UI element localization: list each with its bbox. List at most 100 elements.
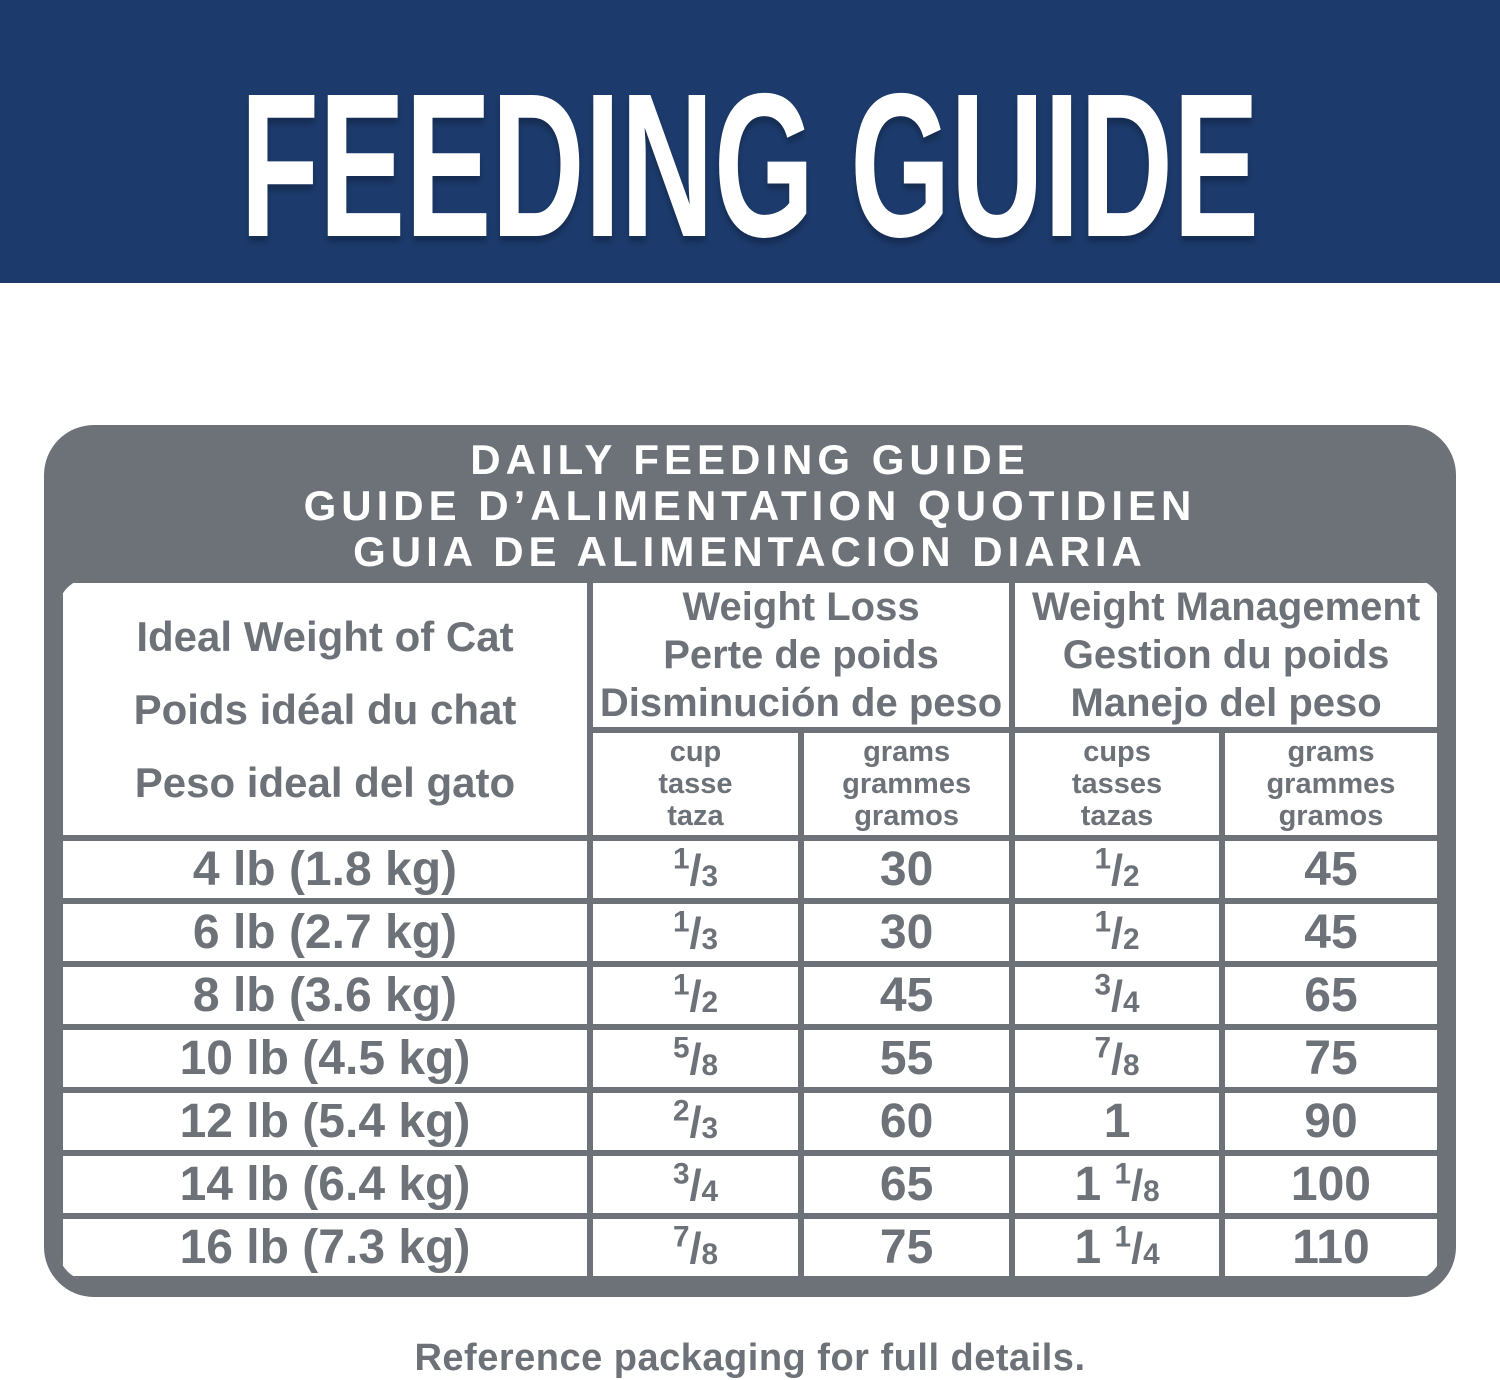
header-weight-loss-en: Weight Loss xyxy=(682,585,920,629)
subheader-loss-grams-fr: grammes xyxy=(842,768,972,800)
fraction-numerator: 3 xyxy=(1094,968,1112,1002)
cell-weight-loss-grams: 75 xyxy=(798,1213,1016,1282)
fraction-slash: / xyxy=(689,1036,702,1084)
subheader-loss-grams-es: gramos xyxy=(854,800,959,832)
cell-ideal-weight: 12 lb (5.4 kg) xyxy=(57,1087,593,1156)
cell-weight-loss-cup: 1/3 xyxy=(586,898,805,967)
cell-ideal-weight: 10 lb (4.5 kg) xyxy=(57,1024,593,1093)
fraction-numerator: 1 xyxy=(1094,905,1112,939)
cell-weight-management-grams: 65 xyxy=(1218,961,1443,1030)
cell-weight-management-grams: 110 xyxy=(1218,1213,1443,1282)
cell-weight-management-cups: 1 1/8 xyxy=(1009,1150,1225,1219)
fraction-denominator: 4 xyxy=(1143,1238,1160,1272)
fraction-denominator: 3 xyxy=(701,1112,719,1146)
cell-ideal-weight: 14 lb (6.4 kg) xyxy=(57,1150,593,1219)
header-ideal-weight-en: Ideal Weight of Cat xyxy=(136,612,514,660)
table-row: 8 lb (3.6 kg) 1/2 45 3/4 65 xyxy=(57,961,1443,1030)
header-weight-management-fr: Gestion du poids xyxy=(1062,633,1390,677)
subheader-mgmt-cups-es: tazas xyxy=(1080,800,1154,832)
cell-weight-loss-grams: 30 xyxy=(798,835,1016,904)
cell-weight-loss-cup: 3/4 xyxy=(586,1150,805,1219)
table-row: 4 lb (1.8 kg) 1/3 30 1/2 45 xyxy=(57,835,1443,904)
cell-weight-loss-grams: 30 xyxy=(798,898,1016,967)
header-sub-row: cup tasse taza grams grammes gramos cups… xyxy=(60,727,1443,841)
table-row: 6 lb (2.7 kg) 1/3 30 1/2 45 xyxy=(57,898,1443,967)
footer-note: Reference packaging for full details. xyxy=(414,1337,1086,1379)
fraction-whole: 1 xyxy=(1074,1221,1102,1274)
header-weight-management: Weight Management Gestion du poids Manej… xyxy=(1009,577,1443,733)
subheader-loss-cup-fr: tasse xyxy=(658,768,733,800)
fraction-slash: / xyxy=(689,1225,702,1273)
fraction-slash: / xyxy=(1131,1225,1144,1273)
fraction-numerator: 1 xyxy=(1114,1220,1132,1254)
subheader-loss-cup: cup tasse taza xyxy=(586,727,805,841)
fraction-slash: / xyxy=(1131,1162,1144,1210)
table-row: 12 lb (5.4 kg) 2/3 60 1 90 xyxy=(57,1087,1443,1156)
fraction-slash: / xyxy=(689,1099,702,1147)
cell-ideal-weight: 6 lb (2.7 kg) xyxy=(57,898,593,967)
daily-feeding-guide-card: DAILY FEEDING GUIDE GUIDE D’ALIMENTATION… xyxy=(44,425,1456,1297)
header-ideal-weight-fr: Poids idéal du chat xyxy=(133,685,517,733)
fraction-slash: / xyxy=(689,973,702,1021)
header-weight-loss-es: Disminución de peso xyxy=(599,681,1003,725)
cell-weight-loss-cup: 5/8 xyxy=(586,1024,805,1093)
cell-weight-management-cups: 3/4 xyxy=(1009,961,1225,1030)
fraction-slash: / xyxy=(1111,1036,1124,1084)
feeding-table: Ideal Weight of Cat Poids idéal du chat … xyxy=(57,577,1443,1282)
table-title-french: GUIDE D’ALIMENTATION QUOTIDIEN xyxy=(303,482,1197,529)
fraction-numerator: 1 xyxy=(672,842,690,876)
fraction-numerator: 7 xyxy=(1094,1031,1112,1065)
cell-weight-management-grams: 45 xyxy=(1218,835,1443,904)
fraction-slash: / xyxy=(1111,910,1124,958)
fraction-denominator: 4 xyxy=(701,1175,719,1209)
fraction-denominator: 2 xyxy=(1123,923,1140,957)
fraction-denominator: 2 xyxy=(1123,860,1140,894)
header-weight-management-en: Weight Management xyxy=(1031,585,1421,629)
cell-weight-management-grams: 90 xyxy=(1218,1087,1443,1156)
fraction-denominator: 8 xyxy=(701,1238,719,1272)
table-row: 16 lb (7.3 kg) 7/8 75 1 1/4 110 xyxy=(57,1213,1443,1282)
subheader-loss-cup-es: taza xyxy=(667,800,724,832)
cell-weight-management-cups: 1 xyxy=(1009,1087,1225,1156)
fraction-numerator: 5 xyxy=(672,1031,690,1065)
subheader-mgmt-grams: grams grammes gramos xyxy=(1218,727,1443,841)
table-row: 14 lb (6.4 kg) 3/4 65 1 1/8 100 xyxy=(57,1150,1443,1219)
header-ideal-weight-es: Peso ideal del gato xyxy=(134,758,516,806)
fraction-numerator: 1 xyxy=(672,905,690,939)
fraction-slash: / xyxy=(689,1162,702,1210)
table-title-spanish: GUIA DE ALIMENTACION DIARIA xyxy=(353,528,1147,575)
cell-weight-loss-cup: 2/3 xyxy=(586,1087,805,1156)
subheader-mgmt-cups-en: cups xyxy=(1083,736,1151,768)
cell-weight-loss-cup: 7/8 xyxy=(586,1213,805,1282)
feeding-table-body: 4 lb (1.8 kg) 1/3 30 1/2 45 6 lb (2.7 kg) 1/3 3… xyxy=(57,835,1443,1282)
subheader-mgmt-grams-es: gramos xyxy=(1278,800,1384,832)
fraction-slash: / xyxy=(1111,847,1124,895)
cell-weight-management-cups: 1 1/4 xyxy=(1009,1213,1225,1282)
fraction-numerator: 1 xyxy=(1114,1157,1132,1191)
fraction-denominator: 8 xyxy=(1123,1049,1140,1083)
table-title: DAILY FEEDING GUIDE GUIDE D’ALIMENTATION… xyxy=(57,425,1443,577)
table-title-english: DAILY FEEDING GUIDE xyxy=(470,436,1030,483)
fraction-numerator: 1 xyxy=(1094,842,1112,876)
fraction-denominator: 8 xyxy=(1143,1175,1160,1209)
fraction-slash: / xyxy=(689,847,702,895)
cell-ideal-weight: 8 lb (3.6 kg) xyxy=(57,961,593,1030)
subheader-mgmt-grams-en: grams xyxy=(1287,736,1375,768)
cell-weight-management-grams: 75 xyxy=(1218,1024,1443,1093)
header-weight-loss: Weight Loss Perte de poids Disminución d… xyxy=(586,577,1016,733)
fraction-denominator: 3 xyxy=(701,923,719,957)
fraction-denominator: 2 xyxy=(701,986,719,1020)
fraction-numerator: 3 xyxy=(672,1157,690,1191)
feeding-guide-banner: FEEDING GUIDE xyxy=(0,0,1500,283)
header-weight-loss-fr: Perte de poids xyxy=(663,633,939,677)
cell-weight-loss-cup: 1/2 xyxy=(586,961,805,1030)
cell-weight-loss-grams: 60 xyxy=(798,1087,1016,1156)
feeding-table-wrap: Ideal Weight of Cat Poids idéal du chat … xyxy=(57,577,1443,1282)
cell-weight-management-cups: 7/8 xyxy=(1009,1024,1225,1093)
fraction-numerator: 7 xyxy=(672,1220,690,1254)
fraction-slash: / xyxy=(1111,973,1124,1021)
subheader-loss-cup-en: cup xyxy=(669,736,722,768)
fraction-whole: 1 xyxy=(1074,1158,1102,1211)
banner-title: FEEDING GUIDE xyxy=(240,51,1260,280)
